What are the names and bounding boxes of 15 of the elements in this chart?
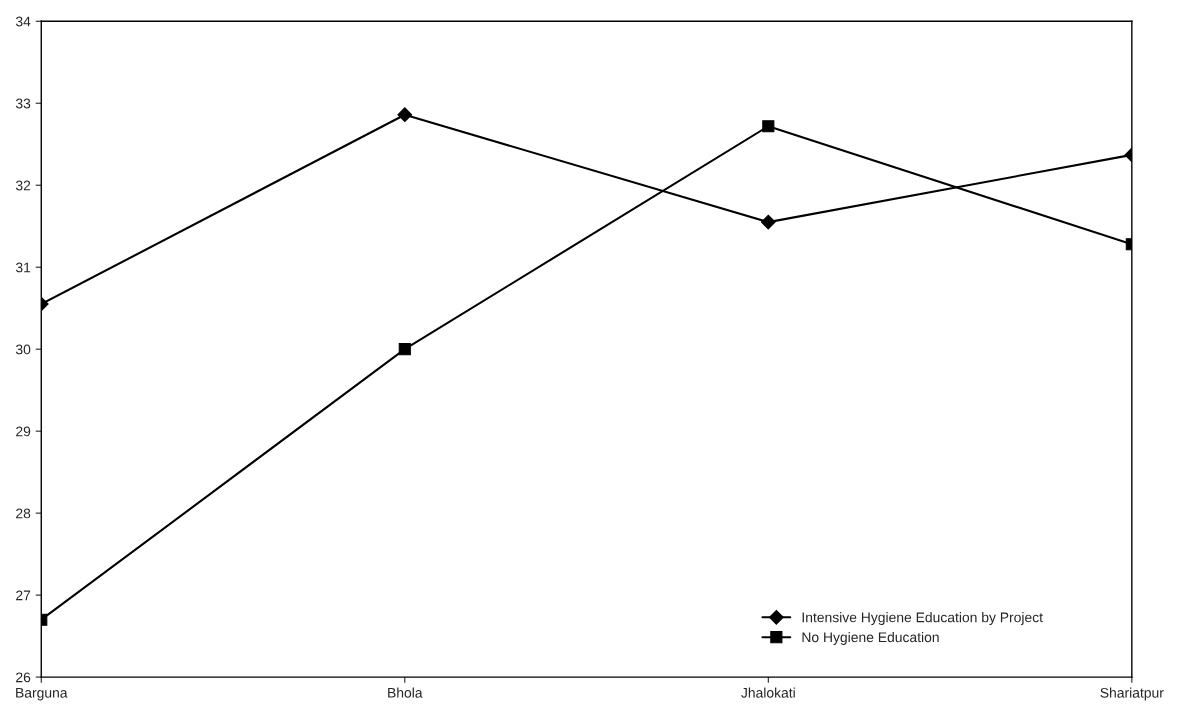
- x-tick-label: Barguna: [16, 688, 68, 701]
- y-tick-label: 27: [16, 590, 31, 601]
- legend-label: No Hygiene Education: [802, 631, 939, 645]
- x-tick-label: Jhalokati: [741, 687, 795, 698]
- x-tick-label: Bhola: [388, 687, 423, 698]
- y-tick-label: 32: [15, 180, 31, 191]
- y-tick-label: 33: [15, 98, 31, 109]
- y-tick-label: 31: [15, 262, 31, 273]
- y-tick-label: 29: [16, 426, 31, 437]
- y-tick-label: 30: [15, 344, 31, 355]
- y-tick-label: 28: [16, 508, 31, 519]
- x-tick-label: Shariatpur: [1100, 687, 1164, 701]
- y-tick-label: 26: [16, 672, 31, 683]
- y-tick-label: 34: [15, 16, 31, 27]
- legend-label: Intensive Hygiene Education by Project: [802, 612, 1043, 626]
